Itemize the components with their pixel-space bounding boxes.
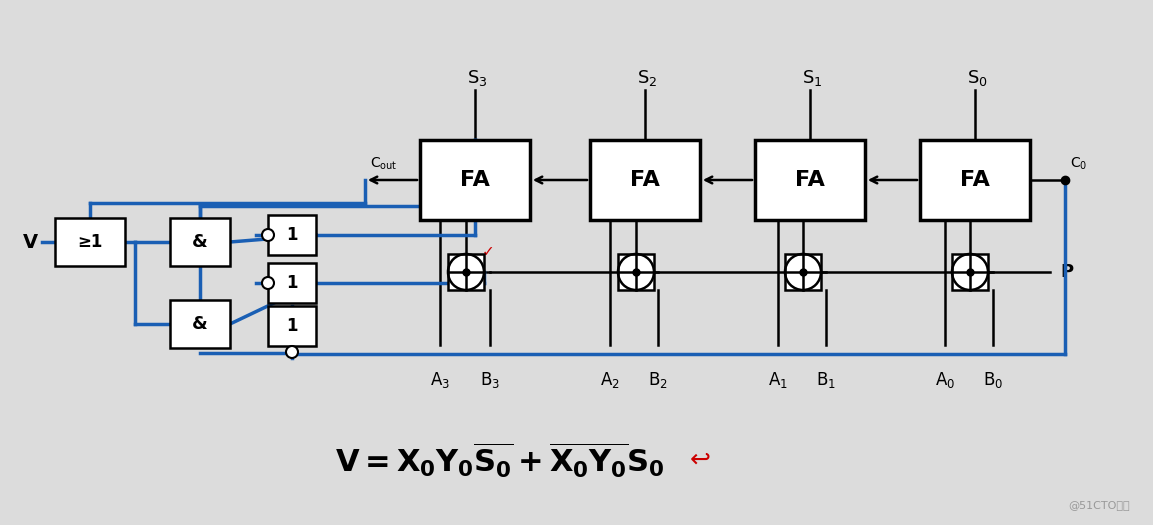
Text: B$_1$: B$_1$ <box>816 370 836 390</box>
Text: S$_0$: S$_0$ <box>966 68 987 88</box>
Circle shape <box>262 277 274 289</box>
Bar <box>755 140 865 220</box>
Text: A$_0$: A$_0$ <box>935 370 955 390</box>
Bar <box>449 254 484 290</box>
Text: 1: 1 <box>286 274 297 292</box>
Circle shape <box>262 229 274 241</box>
Bar <box>169 218 229 266</box>
Bar <box>785 254 821 290</box>
Circle shape <box>286 346 297 358</box>
Text: ✓: ✓ <box>482 245 495 259</box>
Bar <box>267 263 316 303</box>
Text: FA: FA <box>460 170 490 190</box>
Text: FA: FA <box>960 170 990 190</box>
Bar <box>267 215 316 255</box>
Text: B$_2$: B$_2$ <box>648 370 668 390</box>
Bar <box>952 254 988 290</box>
Text: B$_3$: B$_3$ <box>480 370 500 390</box>
Text: S$_1$: S$_1$ <box>801 68 822 88</box>
Bar <box>169 300 229 348</box>
Text: &: & <box>193 233 208 251</box>
Bar <box>55 218 125 266</box>
Text: 1: 1 <box>286 317 297 335</box>
Text: A$_3$: A$_3$ <box>430 370 450 390</box>
Text: S$_2$: S$_2$ <box>636 68 657 88</box>
Text: V: V <box>22 233 38 251</box>
Text: A$_2$: A$_2$ <box>600 370 620 390</box>
Bar <box>618 254 654 290</box>
Bar <box>590 140 700 220</box>
Bar <box>267 306 316 346</box>
Text: @51CTO博客: @51CTO博客 <box>1069 500 1130 510</box>
Text: A$_1$: A$_1$ <box>768 370 787 390</box>
Text: C$_{\mathrm{out}}$: C$_{\mathrm{out}}$ <box>370 155 398 172</box>
Text: B$_0$: B$_0$ <box>982 370 1003 390</box>
Text: S$_3$: S$_3$ <box>467 68 488 88</box>
Text: C$_0$: C$_0$ <box>1070 155 1087 172</box>
Bar <box>420 140 530 220</box>
Text: 1: 1 <box>286 226 297 244</box>
Text: ↩: ↩ <box>689 448 710 472</box>
Text: &: & <box>193 315 208 333</box>
Text: FA: FA <box>630 170 660 190</box>
Text: ≥1: ≥1 <box>77 233 103 251</box>
Bar <box>920 140 1030 220</box>
Text: P: P <box>1060 263 1073 281</box>
Text: $\mathbf{V = X_0Y_0\overline{S_0} + \overline{X_0}\overline{Y_0}S_0}$: $\mathbf{V = X_0Y_0\overline{S_0} + \ove… <box>336 440 665 480</box>
Text: FA: FA <box>796 170 824 190</box>
